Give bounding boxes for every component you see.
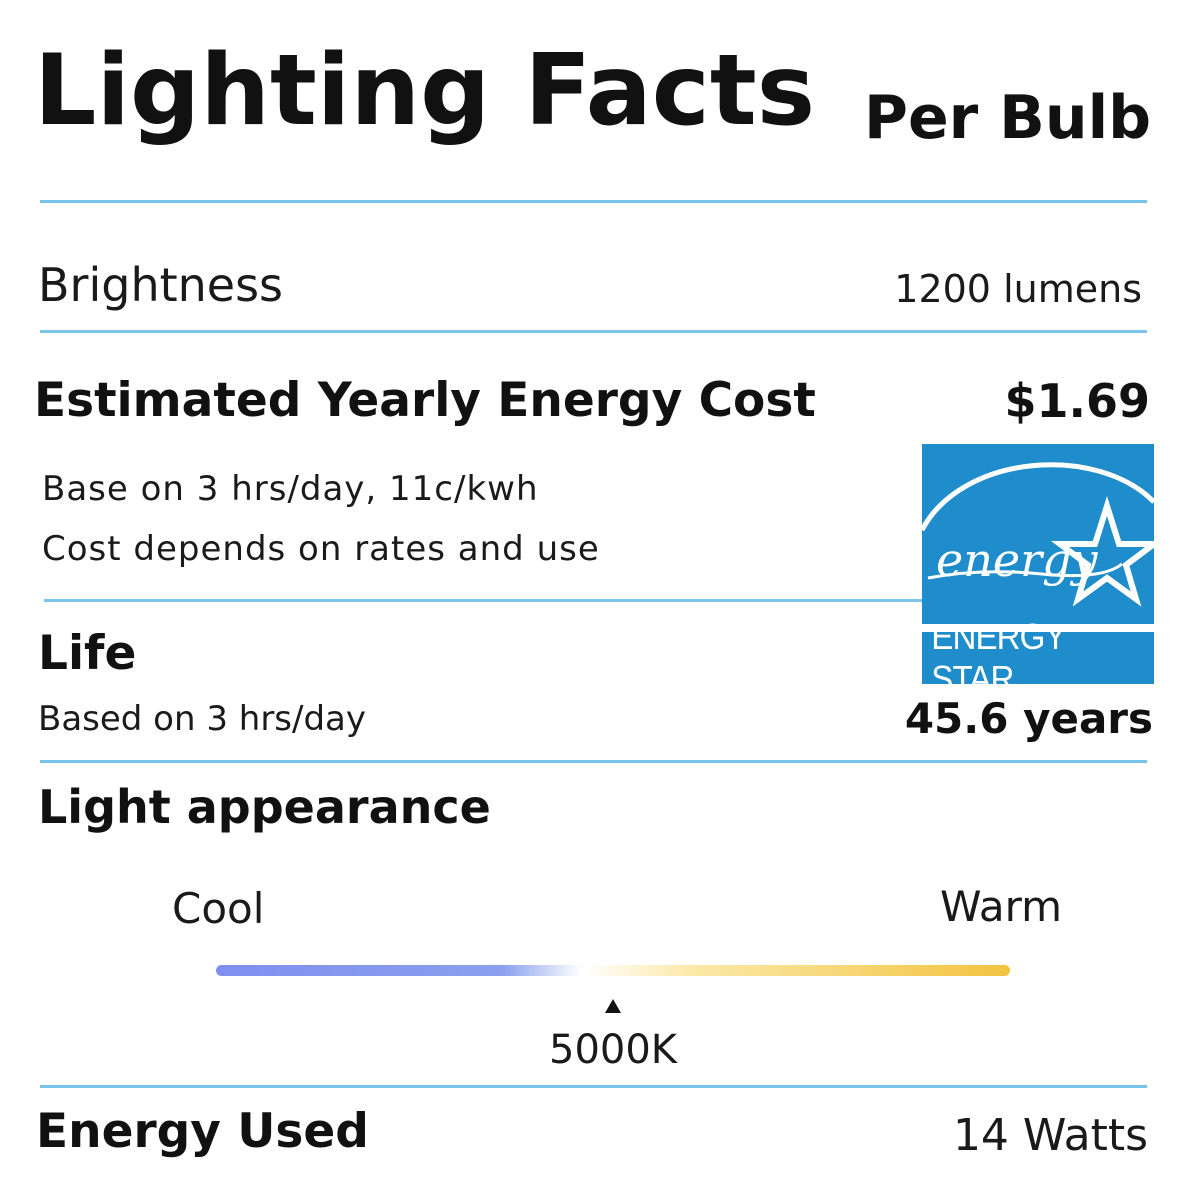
color-temperature-value: 5000K [549, 1027, 678, 1073]
page-title: Lighting Facts [34, 34, 816, 148]
divider [44, 599, 924, 602]
energy-star-icon: energy [922, 444, 1154, 684]
energy-used-label: Energy Used [36, 1104, 369, 1159]
divider [40, 1085, 1147, 1088]
life-note: Based on 3 hrs/day [38, 699, 367, 739]
divider [40, 330, 1147, 333]
energy-cost-note-2: Cost depends on rates and use [42, 529, 600, 569]
life-value: 45.6 years [904, 694, 1153, 743]
brightness-label: Brightness [38, 258, 284, 312]
divider [40, 760, 1147, 763]
page-subtitle: Per Bulb [864, 83, 1152, 153]
energy-star-logo: energy ENERGY STAR [922, 444, 1154, 699]
color-temperature-bar [216, 965, 1010, 976]
energy-cost-label: Estimated Yearly Energy Cost [34, 373, 816, 428]
divider [40, 200, 1147, 203]
life-label: Life [38, 626, 137, 681]
warm-label: Warm [940, 882, 1063, 931]
energy-cost-value: $1.69 [1004, 374, 1150, 428]
energy-script-text: energy [936, 533, 1099, 587]
cool-label: Cool [172, 884, 265, 933]
light-appearance-label: Light appearance [38, 780, 491, 834]
energy-star-label: ENERGY STAR [931, 616, 1066, 699]
brightness-value: 1200 lumens [894, 267, 1142, 311]
marker-triangle-icon [605, 999, 621, 1013]
energy-used-value: 14 Watts [952, 1110, 1148, 1161]
energy-cost-note-1: Base on 3 hrs/day, 11c/kwh [42, 469, 539, 509]
